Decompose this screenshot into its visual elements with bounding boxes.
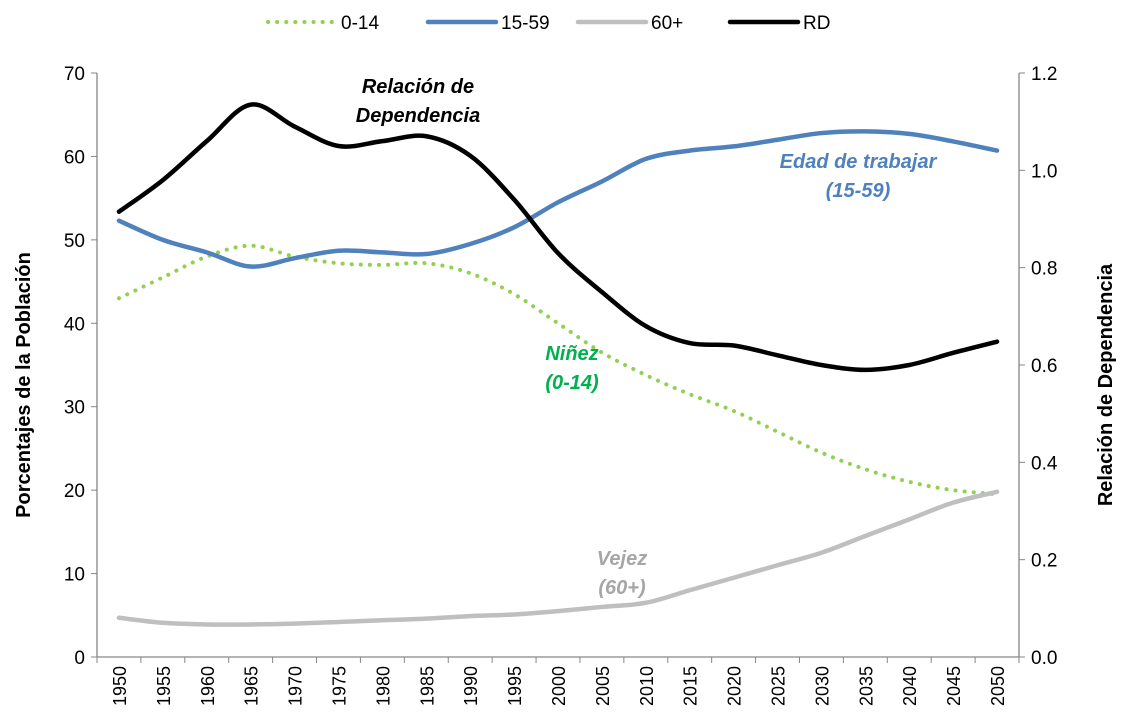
x-tick-label: 1955 [154, 666, 174, 706]
annotation: Dependencia [356, 105, 480, 127]
y2-axis-title: Relación de Dependencia [1095, 263, 1117, 506]
y2-tick-label: 0.0 [1031, 648, 1057, 669]
x-tick-label: 2015 [681, 666, 701, 706]
x-tick-label: 2020 [725, 666, 745, 706]
x-tick-label: 1980 [373, 666, 393, 706]
y-tick-label: 30 [64, 398, 85, 419]
y-tick-label: 70 [64, 64, 85, 85]
x-tick-label: 2000 [549, 666, 569, 706]
x-tick-label: 1995 [505, 666, 525, 706]
y2-tick-label: 1.2 [1031, 64, 1057, 85]
x-tick-label: 2030 [812, 666, 832, 706]
annotation: Niñez [545, 343, 598, 365]
y-tick-label: 60 [64, 147, 85, 168]
x-tick-label: 2040 [900, 666, 920, 706]
y2-tick-label: 0.2 [1031, 551, 1057, 572]
annotation: (60+) [598, 577, 646, 599]
legend-label: 15-59 [501, 13, 550, 34]
legend-label: RD [803, 13, 830, 34]
annotation: Relación de [362, 76, 474, 98]
annotation: (15-59) [826, 180, 891, 202]
annotation: Vejez [597, 548, 647, 570]
y2-tick-label: 0.4 [1031, 453, 1058, 474]
x-tick-label: 1960 [198, 666, 218, 706]
y-axis-title: Porcentajes de la Población [13, 252, 35, 518]
y-tick-label: 0 [74, 648, 85, 669]
x-tick-label: 1970 [286, 666, 306, 706]
series-line [116, 102, 1000, 373]
y2-tick-label: 0.6 [1031, 356, 1057, 377]
series-line [116, 243, 1000, 497]
y2-tick-label: 0.8 [1031, 259, 1057, 280]
y-tick-label: 40 [64, 314, 85, 335]
series-line [116, 129, 1000, 269]
annotation: (0-14) [545, 372, 599, 394]
y-tick-label: 20 [64, 481, 85, 502]
x-tick-label: 1950 [110, 666, 130, 706]
legend-label: 60+ [651, 13, 683, 34]
y2-tick-label: 1.0 [1031, 161, 1057, 182]
y-tick-label: 50 [64, 231, 85, 252]
y-tick-label: 10 [64, 565, 85, 586]
series-line [116, 489, 1000, 627]
x-tick-label: 2010 [637, 666, 657, 706]
x-tick-label: 1985 [417, 666, 437, 706]
legend-label: 0-14 [341, 13, 379, 34]
annotation: Edad de trabajar [780, 151, 938, 173]
x-tick-label: 2025 [769, 666, 789, 706]
x-tick-label: 2045 [944, 666, 964, 706]
x-tick-label: 1990 [461, 666, 481, 706]
x-tick-label: 2005 [593, 666, 613, 706]
x-tick-label: 1965 [242, 666, 262, 706]
x-tick-label: 1975 [329, 666, 349, 706]
x-tick-label: 2050 [988, 666, 1008, 706]
x-tick-label: 2035 [856, 666, 876, 706]
